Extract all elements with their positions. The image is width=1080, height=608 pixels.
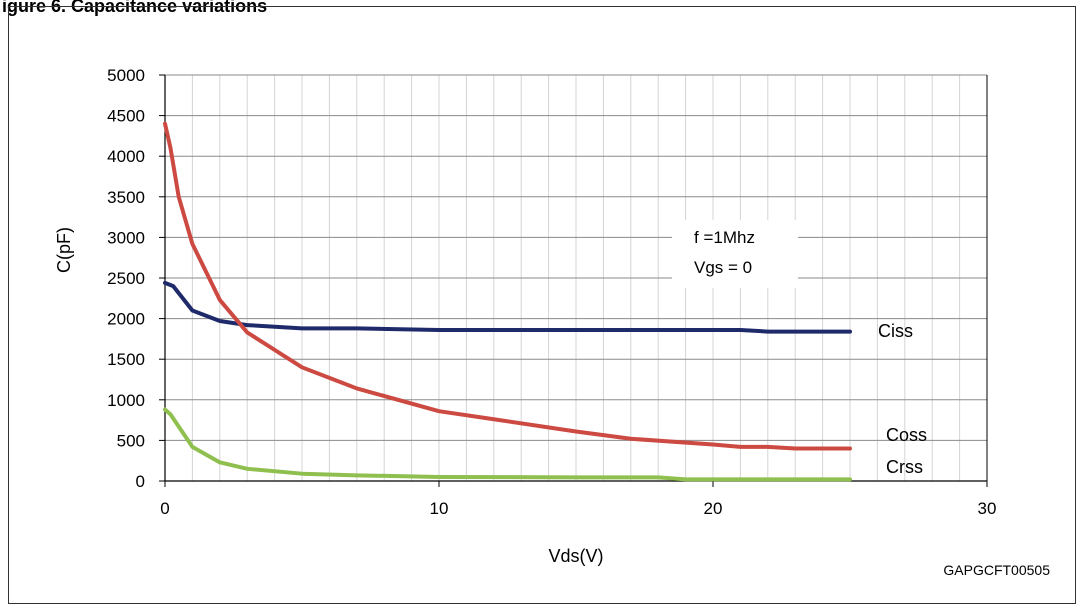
- series-label-coss: Coss: [886, 425, 927, 445]
- x-tick-label: 10: [430, 499, 449, 518]
- y-tick-label: 2000: [107, 310, 145, 329]
- figure-border: [8, 6, 1076, 604]
- series-line-crss: [163, 407, 852, 482]
- label-layer: C(pF) Vds(V) f =1Mhz Vgs = 0: [54, 220, 798, 566]
- x-tick-label: 0: [160, 499, 169, 518]
- annotation-frequency: f =1Mhz: [694, 228, 755, 247]
- y-tick-label: 500: [117, 431, 145, 450]
- document-code: GAPGCFT00505: [943, 562, 1050, 578]
- y-tick-label: 1500: [107, 350, 145, 369]
- figure-heading: igure 6. Capacitance variations: [2, 0, 268, 16]
- y-tick-label: 5000: [107, 66, 145, 85]
- axis-layer: 0 500 1000 1500 2000 2500 3000 3500 4000 4500 5000…: [107, 66, 996, 518]
- x-tick-label: 20: [704, 499, 723, 518]
- y-tick-label: 2500: [107, 269, 145, 288]
- x-tick-label: 30: [978, 499, 997, 518]
- grid-layer: [165, 74, 987, 481]
- series-label-crss: Crss: [886, 457, 923, 477]
- series-line-coss: [163, 121, 852, 451]
- series-line-ciss: [163, 280, 852, 334]
- y-tick-label: 3500: [107, 188, 145, 207]
- y-axis-title: C(pF): [54, 227, 74, 273]
- series-layer: [163, 121, 852, 482]
- legend-layer: Ciss Coss Crss: [878, 321, 927, 477]
- y-tick-label: 4000: [107, 147, 145, 166]
- x-axis-title: Vds(V): [548, 546, 603, 566]
- series-label-ciss: Ciss: [878, 321, 913, 341]
- y-tick-label: 4500: [107, 107, 145, 126]
- annotation-vgs: Vgs = 0: [694, 258, 752, 277]
- y-tick-label: 3000: [107, 228, 145, 247]
- y-tick-label: 1000: [107, 391, 145, 410]
- y-tick-label: 0: [136, 472, 145, 491]
- annotation-box: [672, 220, 798, 288]
